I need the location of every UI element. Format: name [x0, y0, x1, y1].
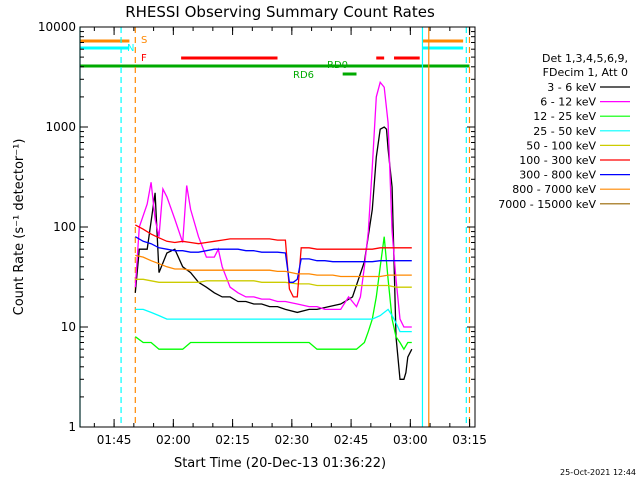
legend-entry-label: 7000 - 15000 keV: [498, 198, 596, 211]
flag-label-s: S: [141, 35, 147, 46]
x-tick-label: 01:45: [97, 433, 132, 447]
flag-label-f: F: [141, 53, 147, 64]
legend-entry-label: 25 - 50 keV: [533, 125, 596, 138]
y-tick-label: 10000: [38, 20, 76, 34]
x-tick-label: 02:45: [334, 433, 369, 447]
series-line-7: [135, 254, 412, 278]
series-line-6: [134, 236, 412, 283]
legend-header-line-1: Det 1,3,4,5,6,9,: [542, 52, 628, 65]
legend-header-line-2: FDecim 1, Att 0: [543, 66, 628, 79]
legend-entry-label: 300 - 800 keV: [519, 169, 596, 182]
series-line-0: [134, 126, 413, 380]
flag-label-rd6: RD6: [293, 70, 314, 81]
legend-entry-label: 800 - 7000 keV: [512, 183, 596, 196]
flag-bars: [80, 39, 470, 76]
y-tick-label: 10: [61, 320, 76, 334]
date-stamp: 25-Oct-2021 12:44: [560, 468, 636, 477]
x-tick-label: 02:00: [156, 433, 191, 447]
x-tick-label: 03:15: [452, 433, 487, 447]
series-lines: [134, 80, 413, 380]
series-line-3: [135, 308, 412, 333]
y-tick-label: 100: [53, 220, 76, 234]
flag-label-rd0: RD0: [327, 60, 348, 71]
x-tick-label: 03:00: [393, 433, 428, 447]
legend-entry-label: 100 - 300 keV: [519, 154, 596, 167]
legend-entry-label: 50 - 100 keV: [526, 139, 596, 152]
y-axis-label: Count Rate (s⁻¹ detector⁻¹): [12, 139, 27, 316]
y-axis-ticks: 1 10 100 1000 10000: [38, 20, 475, 434]
x-tick-label: 02:15: [215, 433, 250, 447]
series-line-1: [134, 80, 412, 328]
series-line-5: [134, 224, 412, 298]
x-axis-label: Start Time (20-Dec-13 01:36:22): [174, 456, 386, 471]
legend-entry-label: 6 - 12 keV: [540, 96, 596, 109]
x-axis-ticks: 01:45 02:00 02:15 02:30 02:45 03:00 03:15: [93, 27, 487, 447]
x-tick-label: 02:30: [275, 433, 310, 447]
legend-entry-label: 3 - 6 keV: [547, 81, 596, 94]
legend: Det 1,3,4,5,6,9, FDecim 1, Att 0 3 - 6 k…: [498, 52, 630, 211]
y-tick-label: 1: [68, 420, 76, 434]
series-line-2: [134, 236, 412, 351]
legend-entry-label: 12 - 25 keV: [533, 110, 596, 123]
series-line-4: [135, 278, 412, 288]
chart-title: RHESSI Observing Summary Count Rates: [125, 3, 435, 21]
flag-label-n: N: [127, 43, 134, 54]
y-tick-label: 1000: [45, 120, 76, 134]
